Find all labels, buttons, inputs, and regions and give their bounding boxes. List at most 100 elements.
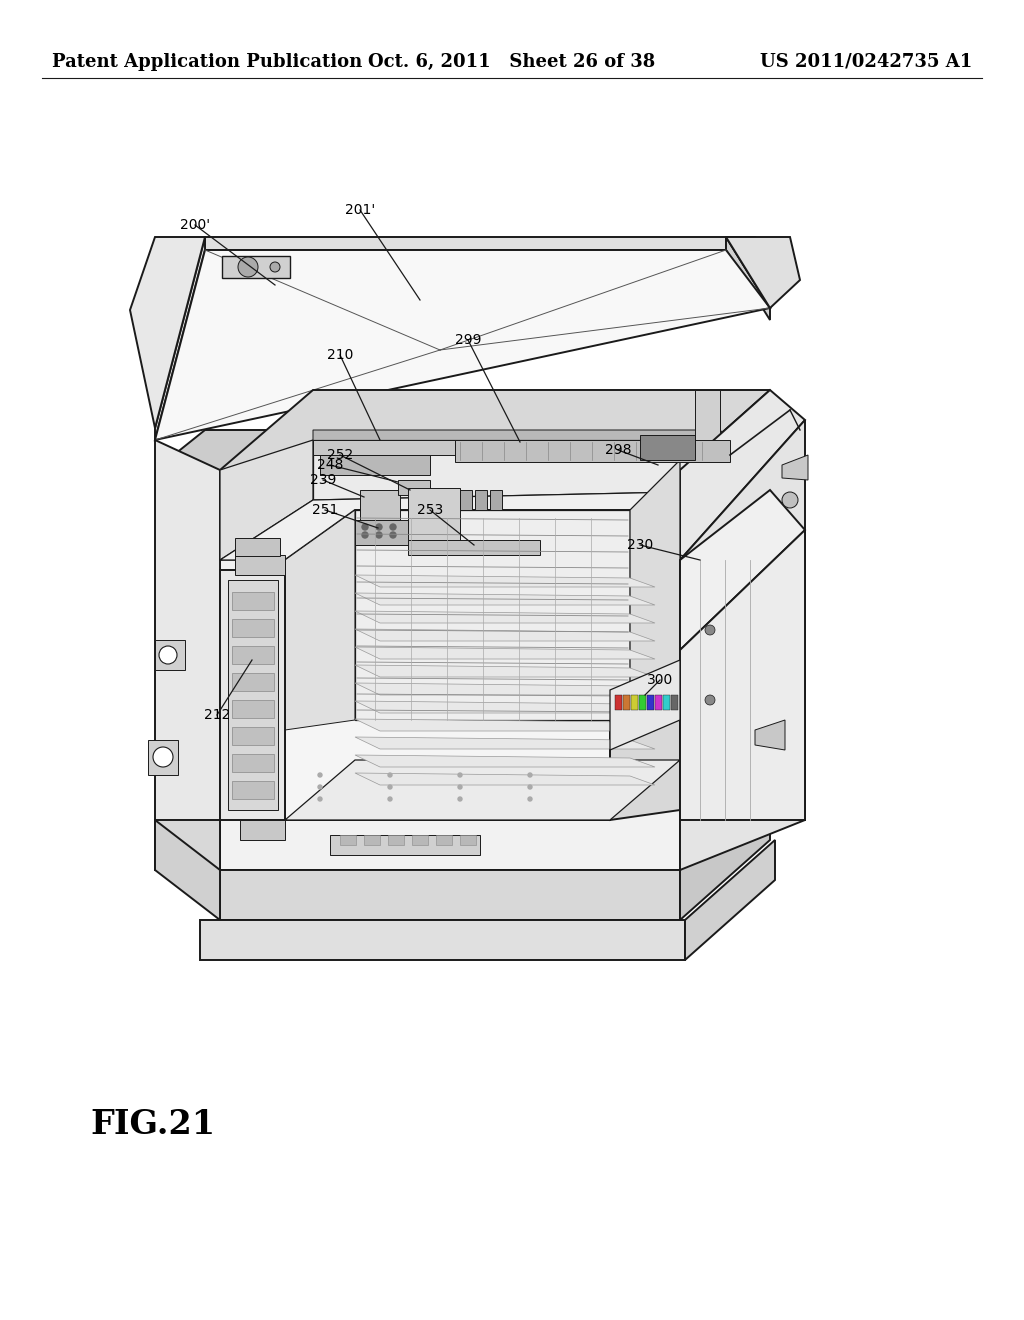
Text: 200': 200': [180, 218, 210, 232]
Polygon shape: [639, 696, 646, 710]
Polygon shape: [355, 520, 410, 545]
Polygon shape: [685, 840, 775, 960]
Polygon shape: [615, 696, 622, 710]
Polygon shape: [455, 440, 730, 462]
Polygon shape: [355, 593, 655, 605]
Circle shape: [159, 645, 177, 664]
Polygon shape: [220, 440, 313, 560]
Polygon shape: [726, 238, 770, 319]
Polygon shape: [220, 490, 770, 560]
Polygon shape: [355, 701, 655, 713]
Polygon shape: [155, 820, 220, 870]
Circle shape: [270, 261, 280, 272]
Polygon shape: [680, 389, 770, 540]
Polygon shape: [340, 836, 356, 845]
Polygon shape: [490, 490, 502, 510]
Polygon shape: [232, 591, 274, 610]
Polygon shape: [408, 488, 460, 540]
Circle shape: [388, 774, 392, 777]
Circle shape: [153, 747, 173, 767]
Text: 251: 251: [312, 503, 338, 517]
Polygon shape: [408, 540, 540, 554]
Polygon shape: [232, 700, 274, 718]
Polygon shape: [228, 579, 278, 810]
Polygon shape: [640, 436, 695, 459]
Polygon shape: [232, 619, 274, 638]
Polygon shape: [155, 440, 220, 870]
Text: 210: 210: [327, 348, 353, 362]
Polygon shape: [319, 455, 430, 475]
Polygon shape: [313, 440, 730, 540]
Polygon shape: [155, 238, 205, 440]
Polygon shape: [232, 727, 274, 744]
Text: Oct. 6, 2011   Sheet 26 of 38: Oct. 6, 2011 Sheet 26 of 38: [369, 53, 655, 71]
Polygon shape: [436, 836, 452, 845]
Polygon shape: [655, 696, 662, 710]
Circle shape: [388, 785, 392, 789]
Polygon shape: [240, 820, 285, 840]
Text: US 2011/0242735 A1: US 2011/0242735 A1: [760, 53, 972, 71]
Circle shape: [318, 785, 322, 789]
Text: 299: 299: [455, 333, 481, 347]
Text: 239: 239: [310, 473, 336, 487]
Text: 253: 253: [417, 503, 443, 517]
Polygon shape: [755, 719, 785, 750]
Polygon shape: [355, 774, 655, 785]
Polygon shape: [234, 554, 285, 576]
Polygon shape: [610, 510, 680, 820]
Circle shape: [458, 785, 462, 789]
Polygon shape: [680, 389, 770, 870]
Polygon shape: [220, 870, 680, 920]
Circle shape: [458, 774, 462, 777]
Circle shape: [782, 492, 798, 508]
Polygon shape: [680, 389, 805, 560]
Polygon shape: [355, 755, 655, 767]
Polygon shape: [232, 673, 274, 690]
Polygon shape: [355, 665, 655, 677]
Circle shape: [318, 774, 322, 777]
Circle shape: [705, 696, 715, 705]
Circle shape: [362, 524, 368, 531]
Polygon shape: [313, 440, 730, 455]
Polygon shape: [412, 836, 428, 845]
Polygon shape: [364, 836, 380, 845]
Text: FIG.21: FIG.21: [90, 1109, 215, 1142]
Polygon shape: [388, 836, 404, 845]
Circle shape: [376, 532, 382, 539]
Text: 252: 252: [327, 447, 353, 462]
Text: 212: 212: [204, 708, 230, 722]
Text: Patent Application Publication: Patent Application Publication: [52, 53, 362, 71]
Text: 248: 248: [316, 458, 343, 473]
Polygon shape: [355, 737, 655, 748]
Circle shape: [458, 797, 462, 801]
Polygon shape: [475, 490, 487, 510]
Circle shape: [528, 797, 532, 801]
Polygon shape: [671, 696, 678, 710]
Text: 230: 230: [627, 539, 653, 552]
Polygon shape: [460, 836, 476, 845]
Polygon shape: [330, 836, 480, 855]
Polygon shape: [610, 660, 680, 750]
Polygon shape: [234, 539, 280, 556]
Polygon shape: [200, 920, 685, 960]
Polygon shape: [663, 696, 670, 710]
Polygon shape: [220, 389, 770, 470]
Polygon shape: [695, 389, 720, 560]
Polygon shape: [155, 430, 770, 470]
Circle shape: [705, 624, 715, 635]
Polygon shape: [355, 719, 655, 731]
Circle shape: [318, 797, 322, 801]
Polygon shape: [155, 249, 770, 440]
Polygon shape: [631, 696, 638, 710]
Polygon shape: [285, 510, 680, 560]
Circle shape: [238, 257, 258, 277]
Polygon shape: [220, 490, 770, 560]
Polygon shape: [360, 490, 400, 520]
Polygon shape: [220, 570, 285, 820]
Polygon shape: [630, 459, 680, 719]
Circle shape: [388, 797, 392, 801]
Polygon shape: [130, 238, 205, 428]
Polygon shape: [782, 455, 808, 480]
Polygon shape: [205, 238, 726, 249]
Circle shape: [390, 524, 396, 531]
